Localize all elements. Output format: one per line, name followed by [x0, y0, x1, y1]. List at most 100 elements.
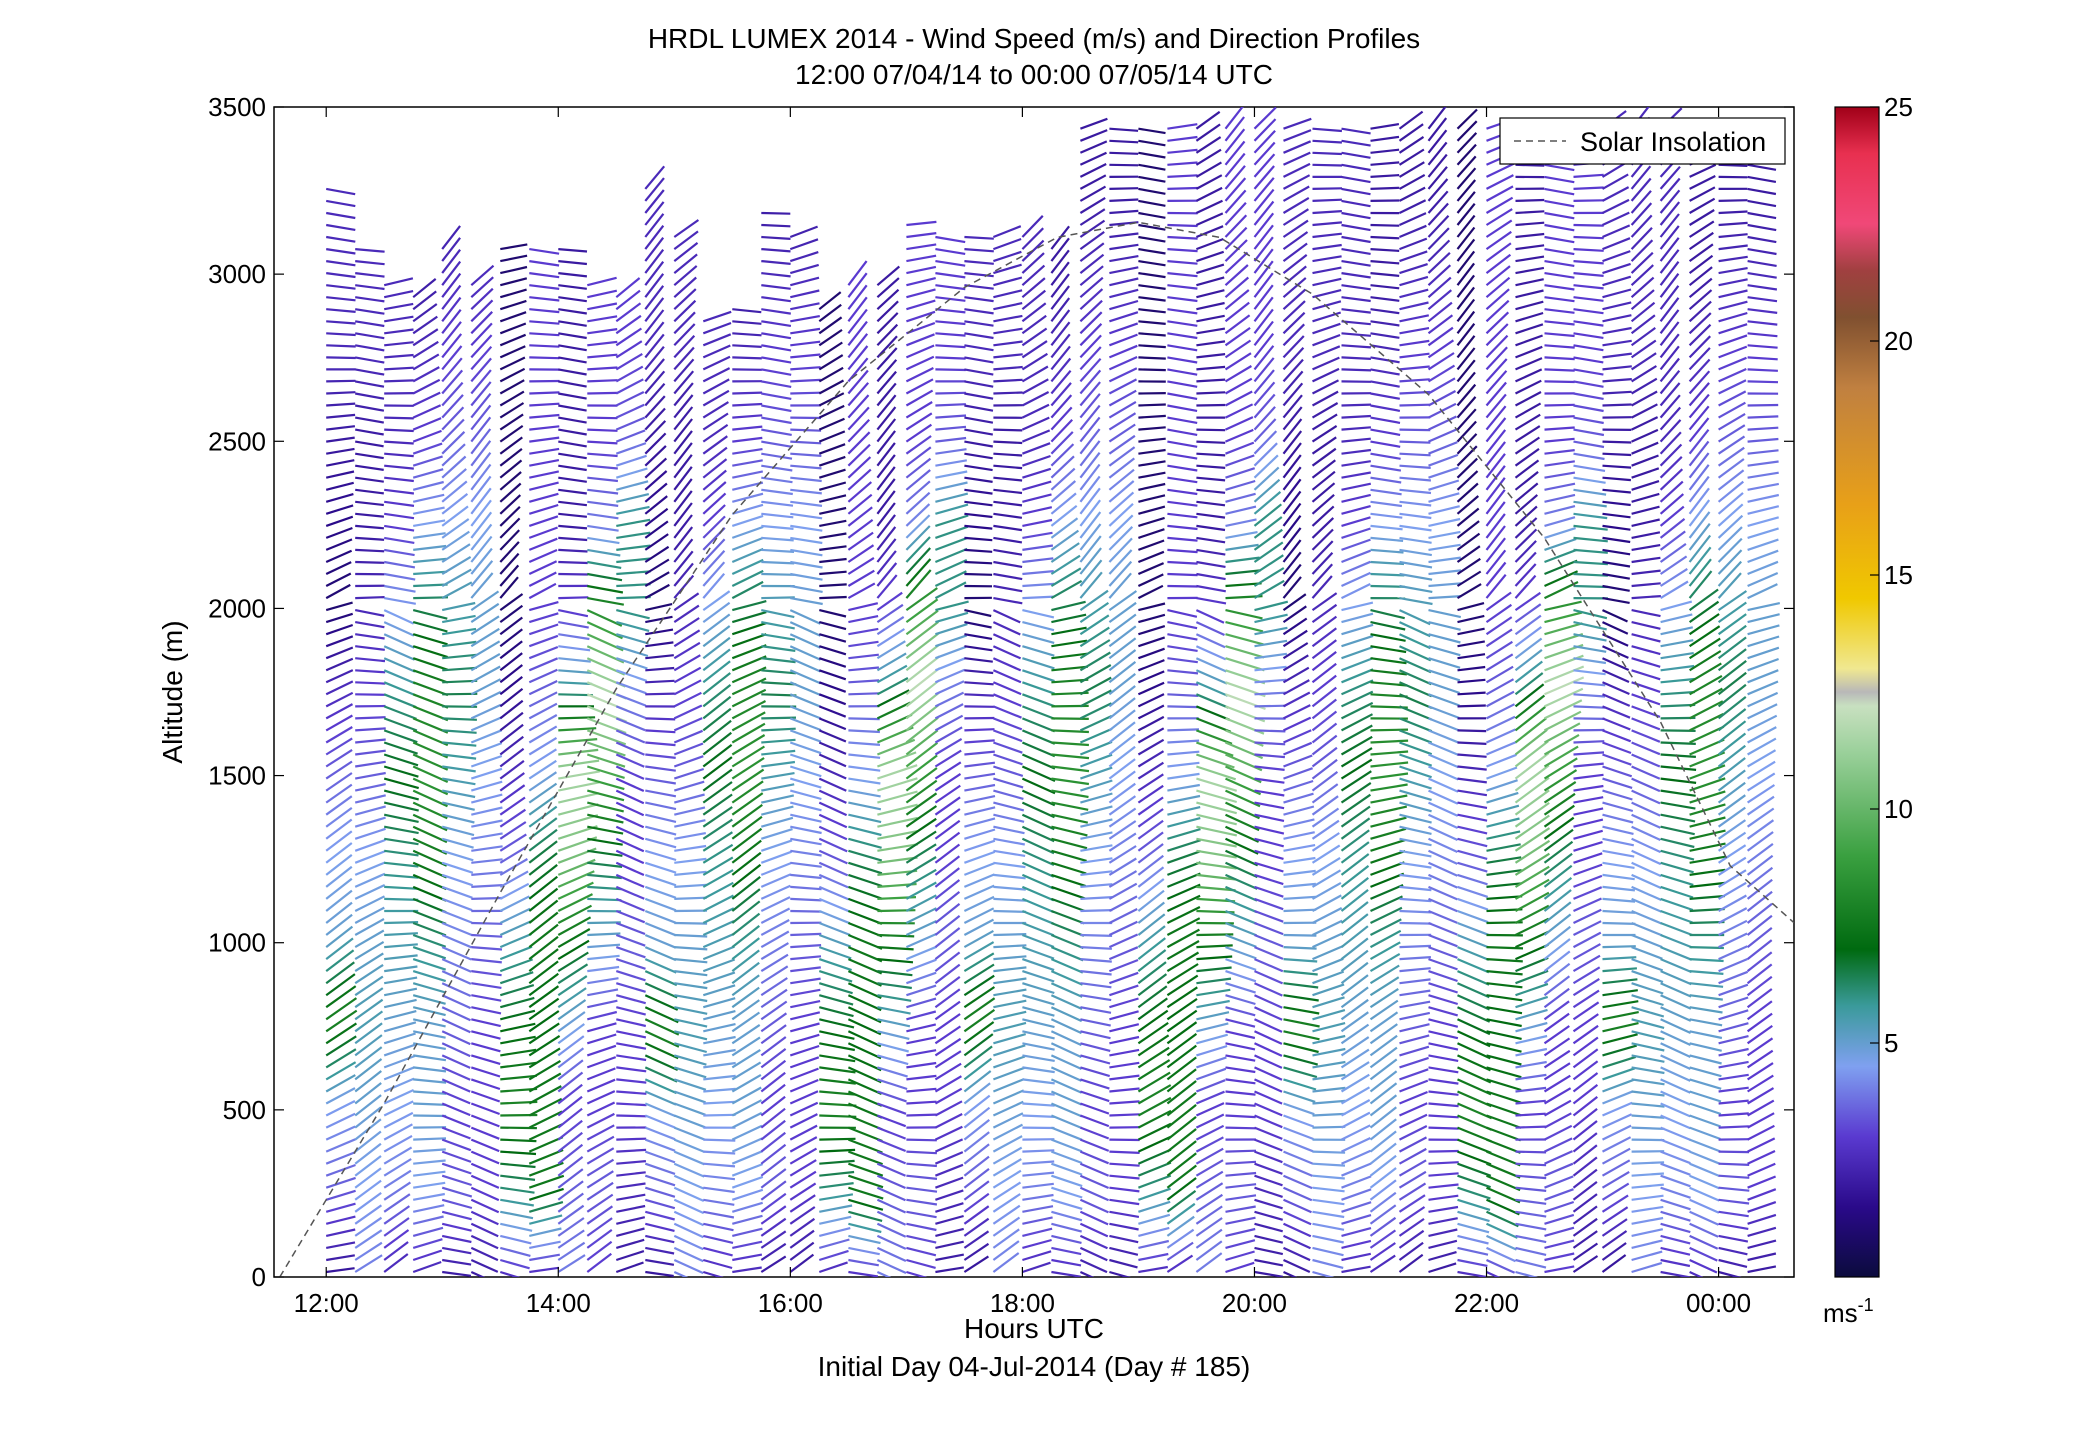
wind-barb: [413, 1104, 446, 1105]
wind-barb: [761, 225, 790, 226]
wind-barb: [1313, 1127, 1346, 1128]
wind-barb: [935, 369, 965, 370]
wind-barb: [1719, 1126, 1749, 1127]
wind-barb: [761, 574, 794, 575]
wind-barb: [1255, 730, 1286, 731]
wind-barb: [1371, 225, 1400, 226]
wind-barb: [529, 357, 559, 358]
wind-barb: [906, 1115, 936, 1116]
wind-barb: [1719, 1164, 1750, 1165]
wind-barb: [761, 597, 795, 598]
wind-barb: [1022, 1116, 1054, 1117]
wind-barb: [1109, 141, 1138, 143]
wind-barb: [964, 694, 994, 695]
wind-barb: [761, 562, 794, 563]
colorbar-unit-label: ms-1: [1823, 1295, 1874, 1328]
x-tick-label: 00:00: [1686, 1288, 1751, 1318]
wind-barb: [1603, 442, 1632, 443]
wind-barb: [1313, 1152, 1346, 1153]
wind-barb: [587, 380, 617, 381]
wind-barb: [1516, 1164, 1547, 1166]
legend: Solar Insolation: [1500, 118, 1785, 164]
wind-barb: [616, 1139, 646, 1140]
wind-barb: [587, 934, 620, 936]
wind-barb: [1574, 188, 1604, 189]
wind-barb: [529, 345, 559, 346]
y-tick-label: 2500: [208, 426, 266, 456]
colorbar-tick-label: 25: [1884, 92, 1913, 122]
wind-barb: [1574, 706, 1605, 707]
wind-barb: [558, 562, 587, 563]
wind-barb: [384, 380, 414, 381]
wind-barb: [326, 381, 355, 382]
wind-barb: [1574, 237, 1604, 238]
x-tick-label: 20:00: [1222, 1288, 1287, 1318]
x-axis-label: Hours UTC: [964, 1313, 1104, 1344]
wind-barb: [355, 694, 385, 695]
wind-barb: [1748, 369, 1778, 370]
wind-barb: [1080, 910, 1112, 911]
wind-barb: [384, 922, 418, 923]
wind-barb: [1516, 200, 1545, 201]
colorbar-tick-label: 15: [1884, 560, 1913, 590]
wind-barb: [384, 430, 414, 431]
wind-barb: [732, 393, 762, 394]
wind-barb: [1167, 225, 1197, 226]
wind-barb: [1313, 165, 1343, 166]
wind-barb: [848, 693, 879, 694]
x-axis-sublabel: Initial Day 04-Jul-2014 (Day # 185): [818, 1351, 1251, 1382]
wind-barb: [1603, 923, 1636, 924]
wind-barb: [1516, 1152, 1547, 1153]
wind-barb: [1458, 730, 1487, 731]
wind-barb: [355, 682, 385, 683]
wind-barb: [1400, 923, 1432, 924]
wind-barb: [1400, 405, 1431, 406]
wind-barb: [471, 923, 502, 924]
wind-barb: [1371, 188, 1400, 189]
wind-barb: [1458, 743, 1487, 744]
wind-barb: [1109, 188, 1138, 189]
wind-barb: [1196, 442, 1225, 443]
wind-barb: [1632, 1162, 1665, 1163]
wind-barb: [1313, 188, 1343, 189]
wind-barb: [674, 923, 707, 924]
wind-barb: [1109, 1152, 1139, 1153]
wind-barb: [1313, 153, 1342, 154]
wind-barb: [1545, 405, 1575, 406]
wind-barb: [1051, 718, 1088, 719]
wind-barb: [326, 345, 356, 346]
y-tick-label: 1500: [208, 761, 266, 791]
wind-barb: [1342, 405, 1372, 406]
wind-barb: [1603, 454, 1632, 455]
y-tick-label: 3000: [208, 259, 266, 289]
wind-barb: [1138, 405, 1165, 406]
wind-barb: [413, 1116, 446, 1117]
wind-barb: [326, 392, 355, 393]
wind-barb: [1545, 416, 1575, 417]
wind-barb: [732, 357, 762, 358]
wind-barb: [413, 1138, 446, 1139]
wind-barb: [1545, 381, 1575, 382]
wind-barb: [1109, 200, 1138, 201]
wind-barb: [1429, 1162, 1459, 1164]
wind-barb: [1022, 1150, 1054, 1151]
legend-entry-solar-insolation: Solar Insolation: [1580, 127, 1766, 157]
y-tick-label: 0: [252, 1262, 266, 1292]
colorbar-tick-label: 20: [1884, 326, 1913, 356]
wind-barb: [1429, 1128, 1459, 1129]
wind-barb: [645, 694, 675, 695]
wind-barb: [1313, 200, 1342, 201]
wind-barb: [1371, 574, 1405, 575]
wind-barb: [1400, 430, 1431, 431]
wind-barb: [1167, 706, 1198, 707]
wind-barb: [1516, 1127, 1546, 1128]
x-tick-label: 16:00: [758, 1288, 823, 1318]
wind-barb: [587, 393, 617, 394]
wind-barb: [1748, 416, 1779, 417]
wind-barb: [1574, 200, 1604, 201]
wind-barb: [993, 442, 1022, 443]
wind-barb: [906, 1140, 936, 1141]
wind-barb: [616, 1116, 646, 1117]
